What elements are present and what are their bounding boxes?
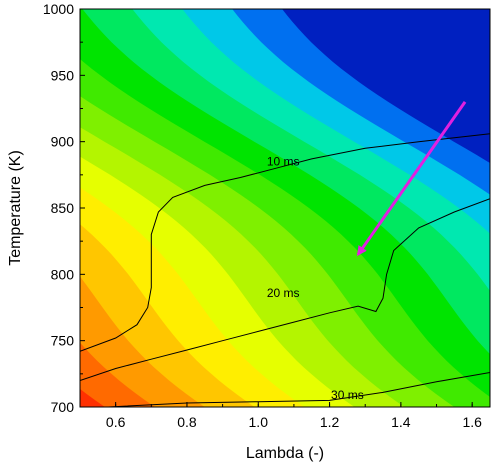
x-tick-label: 1.2 [320, 414, 340, 430]
y-axis-label: Temperature (K) [7, 150, 24, 266]
y-tick-label: 1000 [43, 1, 74, 17]
x-tick-label: 0.6 [106, 414, 126, 430]
arrow-annotation [356, 101, 467, 257]
contour-labels: 10 ms 20 ms 30 ms [267, 155, 364, 402]
color-band-15 [282, 9, 490, 407]
x-tick-label: 1.0 [249, 414, 269, 430]
contour-line-2 [80, 198, 490, 381]
y-tick-label: 850 [51, 200, 75, 216]
contour-label-2: 20 ms [267, 286, 300, 300]
y-tick-label: 800 [51, 266, 75, 282]
annotations [356, 101, 467, 257]
y-tick-label: 750 [51, 333, 75, 349]
axes: 0.6 0.8 1.0 1.2 1.4 1.6 700 750 800 850 900 950 1000 [43, 1, 482, 430]
y-tick-label: 900 [51, 134, 75, 150]
x-tick-label: 1.6 [462, 414, 482, 430]
y-tick-label: 700 [51, 399, 75, 415]
y-tick-label: 950 [51, 67, 75, 83]
contour-line-1 [80, 133, 490, 352]
x-tick-label: 1.4 [391, 414, 411, 430]
contour-label-1: 10 ms [267, 155, 300, 169]
contour-label-3: 30 ms [331, 388, 364, 402]
x-axis-label: Lambda (-) [246, 445, 324, 462]
x-tick-label: 0.8 [177, 414, 197, 430]
